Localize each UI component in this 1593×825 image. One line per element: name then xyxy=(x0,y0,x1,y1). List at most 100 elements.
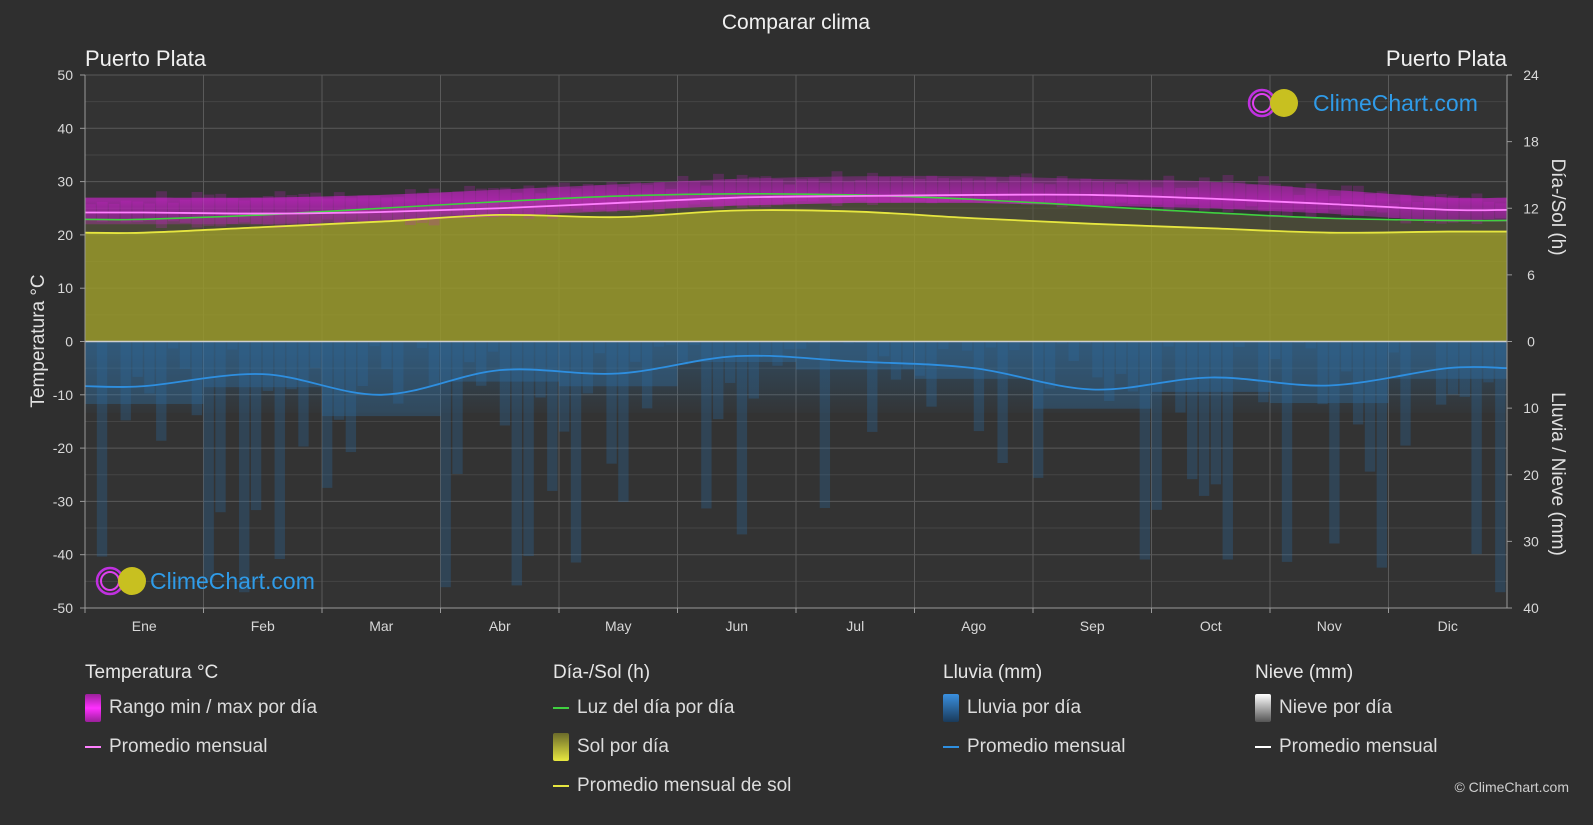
temperature-day-bar xyxy=(1400,194,1412,224)
rain-day-bar xyxy=(262,341,274,391)
rain-day-bar xyxy=(393,341,404,404)
rain-day-bar xyxy=(1305,341,1316,349)
temperature-day-bar xyxy=(1198,177,1210,211)
rain-day-bar xyxy=(132,341,143,377)
rain-day-bar xyxy=(665,341,676,345)
climate-chart: 50 40 30 20 10 0 -10 -20 -30 -40 -50 24 18 12 6 0 10 20 30… xyxy=(28,11,1568,634)
rain-day-bar xyxy=(1317,341,1328,405)
rain-day-bar xyxy=(1092,341,1103,378)
y-right-bottom-tick-label: 10 xyxy=(1523,400,1539,416)
temperature-day-bar xyxy=(1234,181,1246,209)
rain-day-bar xyxy=(310,341,321,368)
x-tick-label: Jun xyxy=(725,618,748,634)
temperature-day-bar xyxy=(973,179,985,201)
sunshine-avg-line xyxy=(84,209,1508,234)
temperature-day-bar xyxy=(1115,183,1127,203)
rain-month-bar xyxy=(1033,341,1152,409)
temperature-day-bar xyxy=(819,182,831,200)
rain-day-bar xyxy=(96,341,108,557)
rain-day-bar xyxy=(1222,341,1233,560)
rain-day-bar xyxy=(653,341,665,347)
rain-day-bar xyxy=(1127,341,1139,392)
rain-day-bar xyxy=(1033,341,1044,478)
temperature-day-bar xyxy=(310,192,321,228)
x-tick-label: Nov xyxy=(1317,618,1342,634)
rain-day-bar xyxy=(452,341,463,474)
temperature-day-bar xyxy=(1175,187,1187,205)
temperature-day-bar xyxy=(677,175,689,208)
rain-day-bar xyxy=(1139,341,1150,560)
temperature-day-bar xyxy=(1139,181,1151,205)
temperature-day-bar xyxy=(1210,182,1222,208)
rain-day-bar xyxy=(298,341,309,447)
axes: 50 40 30 20 10 0 -10 -20 -30 -40 -50 24 18 12 6 0 10 20 30… xyxy=(53,67,1539,634)
rain-day-bar xyxy=(1104,341,1115,402)
rain-day-bar xyxy=(1471,341,1482,555)
temperature-day-bar xyxy=(1341,185,1352,217)
legend-label: Lluvia por día xyxy=(967,696,1082,718)
rain-day-bar xyxy=(547,341,558,491)
x-tick-label: Ago xyxy=(961,618,986,634)
temperature-day-bar xyxy=(416,192,428,223)
rain-day-bar xyxy=(736,341,748,535)
rain-day-bar xyxy=(250,341,262,511)
rain-day-bar xyxy=(606,341,617,464)
legend-label: Promedio mensual de sol xyxy=(577,774,792,796)
rain-day-bar xyxy=(1175,341,1186,413)
rain-day-bar xyxy=(973,341,985,432)
x-tick-label: Oct xyxy=(1200,618,1222,634)
temperature-day-bar xyxy=(1127,181,1139,205)
temperature-day-bar xyxy=(393,196,404,221)
y-left-tick-label: 50 xyxy=(57,67,73,83)
temperature-day-bar xyxy=(1258,176,1269,212)
temperature-day-bar xyxy=(902,177,914,202)
temperature-day-bar xyxy=(523,185,535,219)
y-left-tick-label: -10 xyxy=(53,387,73,403)
rain-day-bar xyxy=(215,341,226,513)
legend-item: Promedio mensual xyxy=(1255,727,1437,766)
temperature-day-bar xyxy=(1364,193,1376,211)
temperature-day-bar xyxy=(855,179,867,201)
temperature-day-bar xyxy=(381,197,393,220)
legend-snow: Nieve (mm) Nieve por día Promedio mensua… xyxy=(1255,662,1437,766)
rain-month-bar xyxy=(559,341,678,387)
legend-label: Promedio mensual xyxy=(967,735,1126,757)
rain-month-bar xyxy=(1151,341,1270,392)
temperature-day-bar xyxy=(262,196,274,226)
temperature-day-bar xyxy=(1352,185,1364,216)
temperature-day-bar xyxy=(179,199,191,223)
temperature-day-bar xyxy=(333,192,345,224)
rain-day-bar xyxy=(748,341,759,399)
rain-day-bar xyxy=(227,341,238,350)
rain-day-bar xyxy=(1483,341,1494,383)
y-left-tick-label: 30 xyxy=(57,174,73,190)
temperature-day-bar xyxy=(772,179,784,206)
x-tick-label: May xyxy=(605,618,631,634)
legend-label: Luz del día por día xyxy=(577,696,735,718)
temperature-day-bar xyxy=(641,184,653,211)
rain-day-bar xyxy=(191,341,202,416)
rain-day-bar xyxy=(1151,341,1162,510)
chart-title: Comparar clima xyxy=(722,11,871,34)
y-right-top-tick-label: 6 xyxy=(1527,267,1535,283)
rain-day-bar xyxy=(902,341,913,369)
rain-day-bar xyxy=(559,341,570,432)
rain-day-bar xyxy=(203,341,214,581)
rain-month-bar xyxy=(322,341,441,417)
y-left-label: Temperatura °C xyxy=(28,274,49,407)
temperature-day-bar xyxy=(653,182,665,213)
rain-day-bar xyxy=(1044,341,1056,389)
temperature-day-bar xyxy=(1270,183,1281,218)
rain-day-bar xyxy=(985,341,996,348)
y-left-tick-label: -20 xyxy=(53,440,73,456)
x-tick-label: Mar xyxy=(369,618,393,634)
snow-swatch xyxy=(1255,693,1271,722)
temperature-day-bar xyxy=(250,197,262,225)
rain-day-bar xyxy=(1234,341,1245,347)
rain-day-bar xyxy=(582,341,594,394)
temperature-day-bar xyxy=(713,173,724,209)
rain-day-bar xyxy=(1009,341,1020,351)
temperature-day-bar xyxy=(760,176,772,208)
legend-item: Luz del día por día xyxy=(553,688,791,727)
